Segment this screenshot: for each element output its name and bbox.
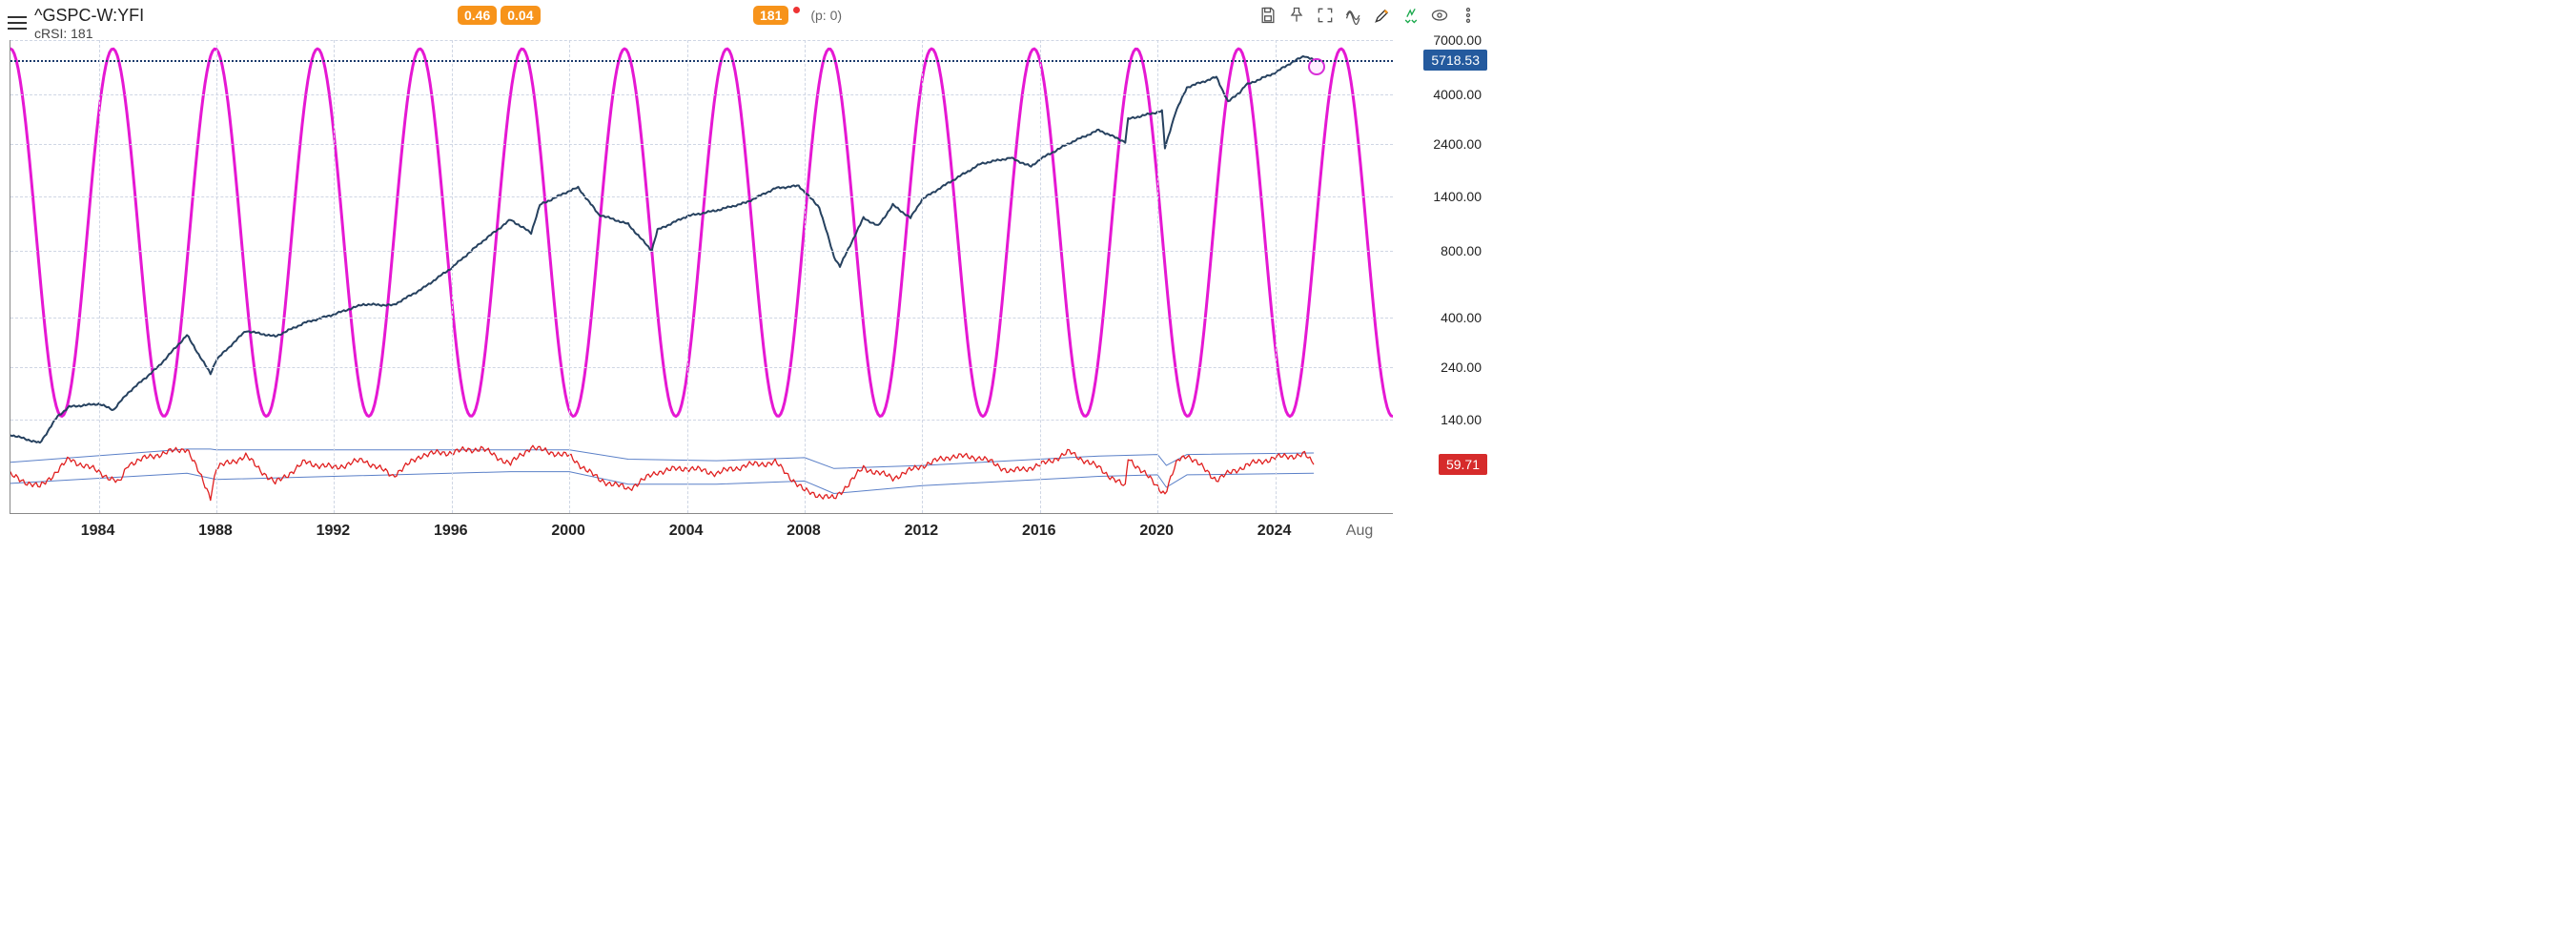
- x-right-label: Aug: [1346, 523, 1373, 540]
- cycle-wave: [10, 49, 1393, 417]
- more-icon[interactable]: [1459, 6, 1478, 25]
- toolbar: [1258, 6, 1478, 25]
- badge-value-2: 0.04: [501, 6, 540, 25]
- price-line: [10, 56, 1314, 442]
- badge-group-1: 0.46 0.04: [458, 6, 541, 25]
- indicator-sub: cRSI: 181: [34, 26, 144, 41]
- y-tick-label: 140.00: [1441, 412, 1482, 427]
- collapse-icon[interactable]: [1316, 6, 1335, 25]
- pin-icon[interactable]: [1287, 6, 1306, 25]
- rsi-upper-band: [10, 449, 1314, 468]
- chart-plot-area[interactable]: [10, 40, 1393, 514]
- x-tick-label: 2016: [1022, 523, 1056, 540]
- x-tick-label: 1988: [198, 523, 233, 540]
- rsi-line: [10, 445, 1314, 500]
- badge-group-2: 181 (p: 0): [753, 6, 842, 25]
- y-tick-label: 400.00: [1441, 310, 1482, 325]
- y-tick-label: 800.00: [1441, 243, 1482, 258]
- x-tick-label: 2008: [787, 523, 821, 540]
- y-tick-label: 7000.00: [1433, 32, 1482, 48]
- last-price-tag: 5718.53: [1423, 50, 1487, 71]
- symbol-block: ^GSPC-W:YFI cRSI: 181: [34, 6, 144, 41]
- x-axis[interactable]: 1984 1988 1992 1996 2000 2004 2008 2012 2016 2020…: [10, 517, 1392, 545]
- x-tick-label: 2020: [1139, 523, 1174, 540]
- rsi-lower-band: [10, 472, 1314, 494]
- brush-icon[interactable]: [1373, 6, 1392, 25]
- x-tick-label: 2012: [905, 523, 939, 540]
- eye-icon[interactable]: [1430, 6, 1449, 25]
- x-tick-label: 1984: [81, 523, 115, 540]
- p-label: (p: 0): [810, 8, 842, 23]
- x-tick-label: 2004: [669, 523, 704, 540]
- symbol-label: ^GSPC-W:YFI: [34, 6, 144, 26]
- x-tick-label: 2024: [1257, 523, 1292, 540]
- y-tick-label: 1400.00: [1433, 189, 1482, 204]
- x-tick-label: 2000: [551, 523, 585, 540]
- save-icon[interactable]: [1258, 6, 1278, 25]
- menu-icon[interactable]: [8, 16, 27, 30]
- live-dot-icon: [793, 7, 800, 13]
- wave-icon[interactable]: [1344, 6, 1363, 25]
- badge-value-1: 0.46: [458, 6, 497, 25]
- rsi-tag: 59.71: [1439, 454, 1487, 475]
- badge-period: 181: [753, 6, 788, 25]
- y-tick-label: 2400.00: [1433, 136, 1482, 152]
- x-tick-label: 1996: [434, 523, 468, 540]
- yflip-icon[interactable]: [1401, 6, 1421, 25]
- x-tick-label: 1992: [317, 523, 351, 540]
- y-axis[interactable]: 7000.004000.002400.001400.00800.00400.00…: [1400, 40, 1487, 513]
- y-tick-label: 4000.00: [1433, 87, 1482, 102]
- y-tick-label: 240.00: [1441, 360, 1482, 375]
